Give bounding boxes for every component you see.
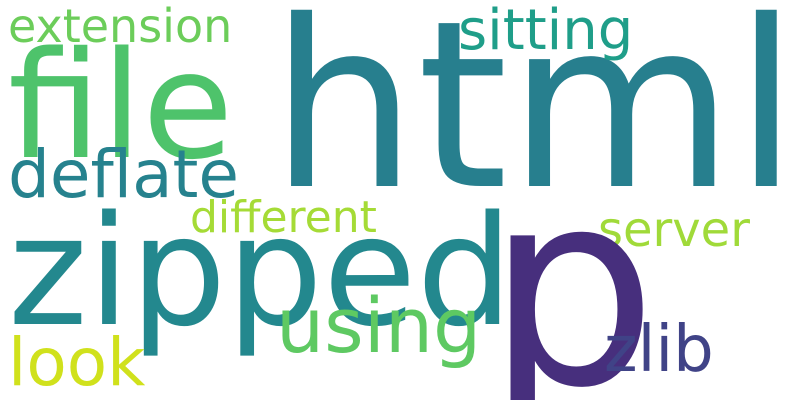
word-look: look — [8, 324, 146, 400]
word-html: html — [270, 0, 799, 241]
word-zipped: zipped — [8, 183, 513, 360]
word-p: p — [486, 132, 658, 400]
word-sitting: sitting — [458, 0, 634, 63]
word-different: different — [190, 192, 377, 243]
word-server: server — [598, 202, 750, 258]
word-extension: extension — [8, 0, 233, 53]
word-using: using — [276, 281, 482, 370]
word-zlib: zlib — [604, 313, 714, 387]
word-deflate: deflate — [8, 136, 239, 213]
word-file: file — [8, 20, 234, 192]
